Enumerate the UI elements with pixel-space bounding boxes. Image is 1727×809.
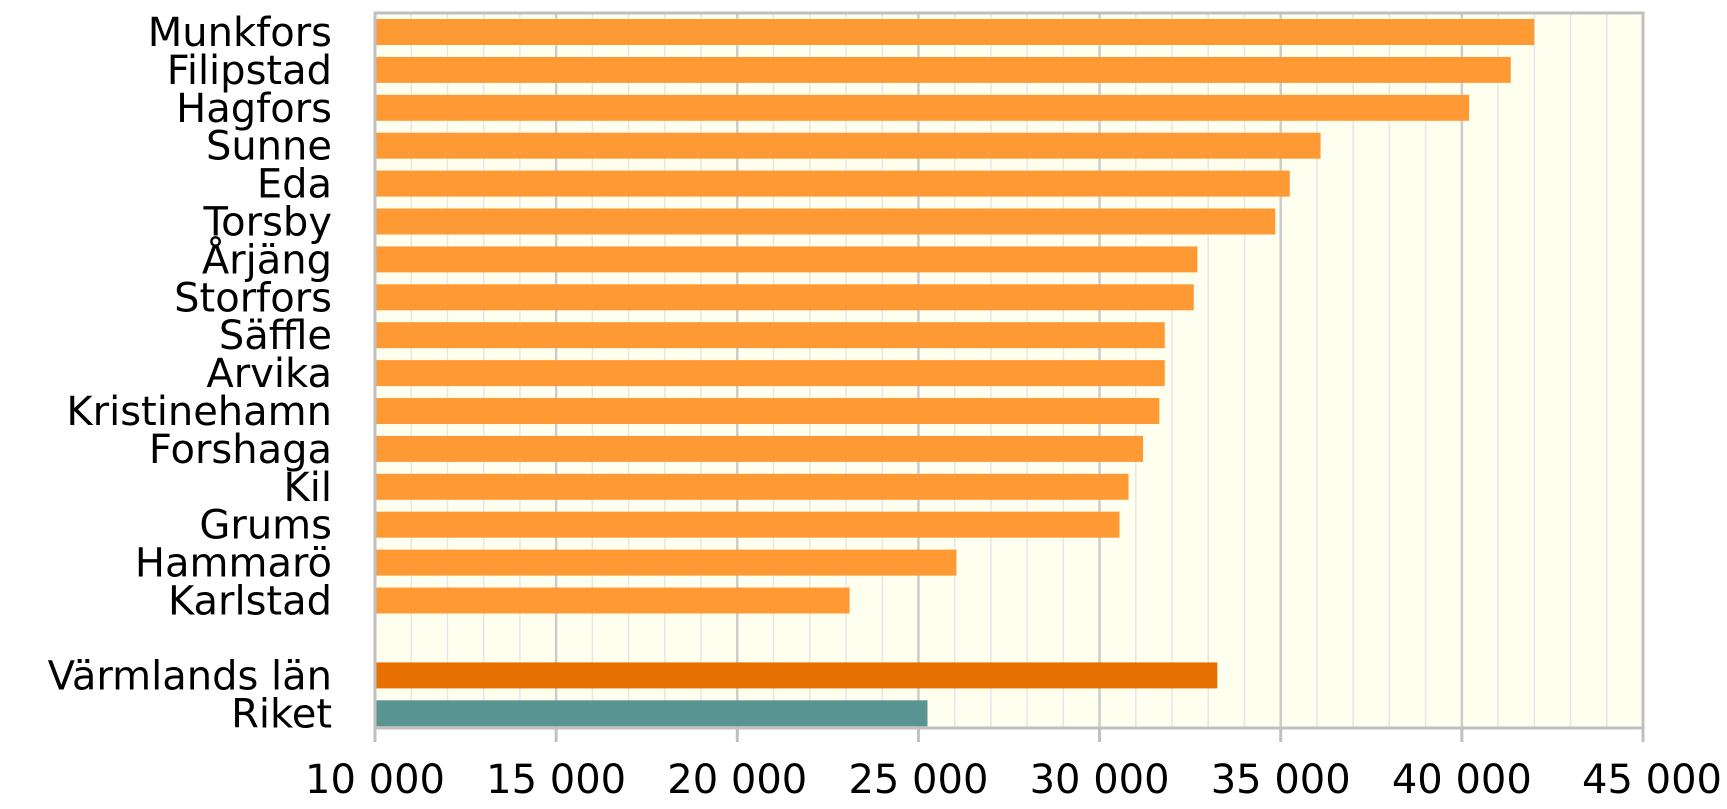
category-label: Filipstad (167, 48, 332, 94)
category-label: Karlstad (168, 579, 332, 625)
x-tick-label: 40 000 (1392, 757, 1532, 803)
bar-riket (375, 700, 928, 727)
bar-kristinehamn (375, 398, 1160, 424)
x-tick-label: 45 000 (1582, 757, 1722, 803)
plot-frame (373, 11, 1645, 730)
category-label: Storfors (174, 275, 332, 321)
category-label: Munkfors (148, 10, 332, 56)
bar-eda (375, 170, 1290, 197)
bar-torsby (375, 208, 1276, 235)
x-axis-ticks: 10 000 15 000 20 000 25 000 30 000 35 000 40 0… (305, 728, 1722, 803)
category-label: Eda (257, 162, 332, 208)
bar-munkfors (375, 19, 1535, 45)
x-tick-label: 30 000 (1030, 757, 1170, 803)
bar-grums (375, 511, 1120, 538)
category-labels: MunkforsFilipstadHagforsSunneEdaTorsbyÅr… (48, 10, 332, 737)
x-tick-label: 15 000 (486, 757, 626, 803)
bar-hammarö (375, 549, 957, 576)
category-label: Riket (231, 691, 332, 737)
bars (375, 19, 1535, 727)
bar-kil (375, 473, 1129, 500)
bar-arvika (375, 360, 1165, 387)
category-label: Hammarö (135, 541, 332, 587)
bar-årjäng (375, 246, 1198, 273)
bar-karlstad (375, 587, 850, 614)
category-label: Grums (199, 503, 332, 549)
category-label: Torsby (203, 200, 332, 246)
category-label: Säffle (219, 313, 332, 359)
category-label: Hagfors (176, 86, 332, 132)
category-label: Kil (284, 465, 332, 511)
bar-värmlands-län (375, 662, 1218, 689)
x-tick-label: 25 000 (848, 757, 988, 803)
bar-hagfors (375, 94, 1470, 121)
x-tick-label: 20 000 (667, 757, 807, 803)
bar-forshaga (375, 435, 1144, 462)
bar-storfors (375, 284, 1194, 311)
category-label: Värmlands län (48, 653, 332, 699)
category-label: Sunne (206, 124, 332, 170)
category-label: Kristinehamn (66, 389, 332, 435)
bar-filipstad (375, 56, 1511, 83)
bar-sunne (375, 132, 1321, 159)
bar-säffle (375, 322, 1165, 349)
x-tick-label: 35 000 (1211, 757, 1351, 803)
x-tick-label: 10 000 (305, 757, 445, 803)
category-label: Arvika (206, 351, 332, 397)
category-label: Årjäng (202, 235, 332, 283)
category-label: Forshaga (149, 427, 332, 473)
